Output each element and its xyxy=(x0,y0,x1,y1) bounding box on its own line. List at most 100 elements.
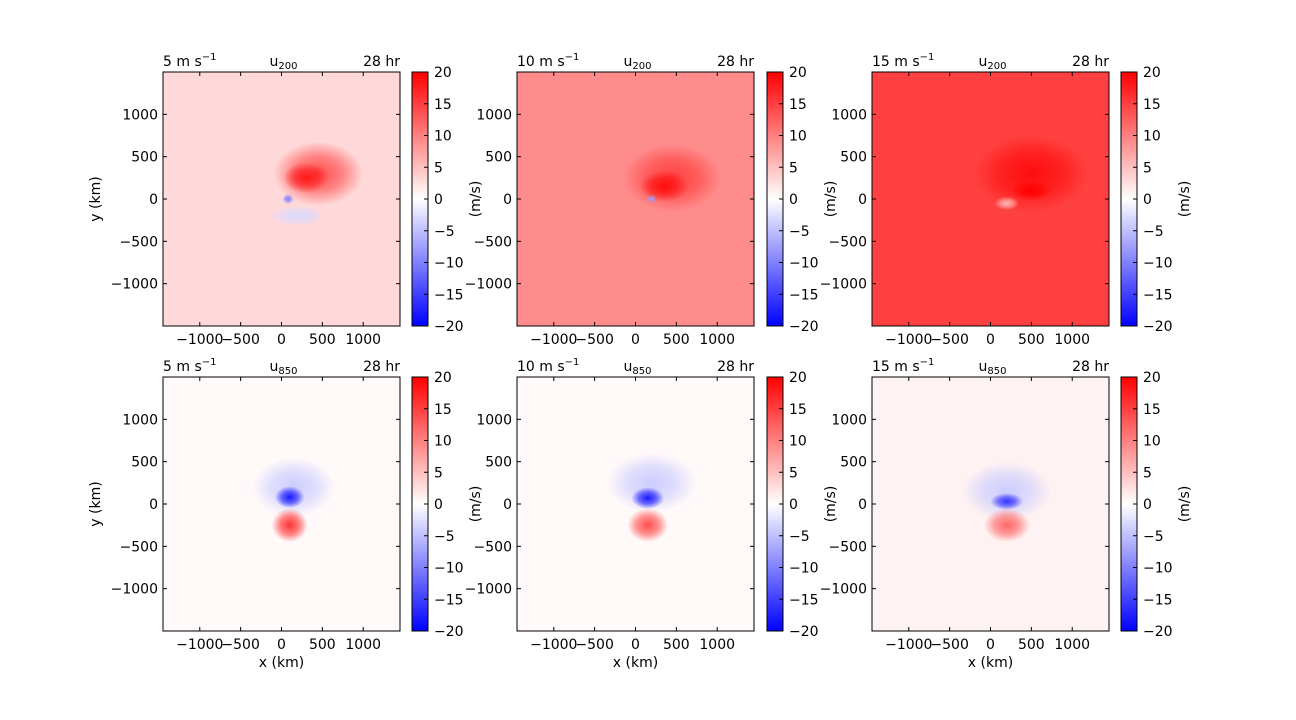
colorbar-tick-label: 5 xyxy=(434,465,443,481)
panel-title-subscript: 200 xyxy=(278,61,297,72)
colorbar-tick-label: 20 xyxy=(1143,65,1161,81)
y-tick-label: 500 xyxy=(485,455,512,471)
y-tick-label: 0 xyxy=(858,192,867,208)
colorbar-tick-label: −5 xyxy=(1143,224,1164,240)
colorbar-tick-label: 15 xyxy=(434,97,452,113)
y-tick-label: 0 xyxy=(503,497,512,513)
colorbar-tick-label: 10 xyxy=(1143,129,1161,145)
x-tick-label: 1000 xyxy=(1054,637,1090,653)
y-tick-label: 500 xyxy=(840,150,867,166)
x-tick-label: 500 xyxy=(309,637,336,653)
x-tick-label: 1000 xyxy=(345,637,381,653)
colorbar-tick-label: −20 xyxy=(1143,319,1173,335)
panel-title-left: 15 m s−1 xyxy=(872,52,934,70)
x-tick-label: 500 xyxy=(1018,637,1045,653)
y-axis-label: y (km) xyxy=(88,176,104,221)
panel-title-right: 28 hr xyxy=(363,54,400,70)
colorbar-tick-label: 20 xyxy=(1143,370,1161,386)
y-tick-label: 1000 xyxy=(831,107,867,123)
colorbar-tick-label: −5 xyxy=(434,224,455,240)
x-tick-label: −500 xyxy=(930,637,968,653)
x-tick-label: −1000 xyxy=(885,332,932,348)
x-tick-label: 500 xyxy=(663,332,690,348)
colorbar-tick-label: −5 xyxy=(789,529,810,545)
colorbar-tick-label: 0 xyxy=(789,497,798,513)
colorbar-tick-label: −15 xyxy=(434,287,464,303)
colorbar-tick-label: −20 xyxy=(1143,624,1173,640)
colorbar-tick-label: 0 xyxy=(1143,192,1152,208)
field-features xyxy=(961,461,1052,543)
y-tick-label: −1000 xyxy=(465,582,512,598)
colorbar-tick-label: 5 xyxy=(434,160,443,176)
y-tick-label: 1000 xyxy=(122,412,158,428)
x-tick-label: 1000 xyxy=(699,332,735,348)
x-tick-label: 0 xyxy=(631,332,640,348)
panel-title-center: u850 xyxy=(979,359,1007,377)
field-feature xyxy=(961,461,1052,521)
field-features xyxy=(974,135,1089,212)
colorbar-tick-label: 10 xyxy=(434,129,452,145)
y-tick-label: 500 xyxy=(485,150,512,166)
colorbar-tick-label: −5 xyxy=(1143,529,1164,545)
y-tick-label: −1000 xyxy=(820,277,867,293)
panel-title-left: 10 m s−1 xyxy=(517,52,579,70)
colorbar-tick-label: −20 xyxy=(789,319,819,335)
panel-title-left-exponent: −1 xyxy=(565,357,580,368)
x-tick-label: 0 xyxy=(277,637,286,653)
colorbar-tick-label: −15 xyxy=(1143,592,1173,608)
colorbar-tick-label: 5 xyxy=(789,465,798,481)
field-background xyxy=(163,72,400,326)
colorbar-tick-label: 10 xyxy=(434,434,452,450)
panel-title-right: 28 hr xyxy=(717,54,754,70)
colorbar-tick-label: −15 xyxy=(434,592,464,608)
colorbar-tick-label: −10 xyxy=(789,561,819,577)
colorbar-tick-label: 5 xyxy=(789,160,798,176)
y-tick-label: −500 xyxy=(829,234,867,250)
colorbar-tick-label: 15 xyxy=(1143,402,1161,418)
colorbar-tick-label: −10 xyxy=(1143,256,1173,272)
y-tick-label: 1000 xyxy=(831,412,867,428)
field-feature xyxy=(974,135,1089,212)
panel-title-subscript: 850 xyxy=(987,366,1006,377)
colorbar-tick-label: 0 xyxy=(789,192,798,208)
colorbar-tick-label: −10 xyxy=(434,561,464,577)
x-tick-label: −500 xyxy=(575,637,613,653)
colorbar-tick-label: 10 xyxy=(789,434,807,450)
field-feature xyxy=(983,508,1030,543)
panel-title-subscript: 850 xyxy=(278,366,297,377)
y-tick-label: −500 xyxy=(474,539,512,555)
field-feature xyxy=(627,508,669,543)
colorbar-tick-label: −10 xyxy=(1143,561,1173,577)
x-tick-label: −1000 xyxy=(530,637,577,653)
field-feature xyxy=(269,205,327,227)
colorbar-label: (m/s) xyxy=(1177,181,1193,218)
x-tick-label: −1000 xyxy=(176,637,223,653)
panel-title-right: 28 hr xyxy=(1072,54,1109,70)
panel-title-left: 5 m s−1 xyxy=(163,52,217,70)
y-tick-label: −500 xyxy=(474,234,512,250)
x-tick-label: −500 xyxy=(930,332,968,348)
panel-title-subscript: 200 xyxy=(632,61,651,72)
x-tick-label: −500 xyxy=(221,637,259,653)
y-tick-label: −1000 xyxy=(111,582,158,598)
y-axis-label: y (km) xyxy=(88,481,104,526)
y-tick-label: 500 xyxy=(840,455,867,471)
field-features xyxy=(623,143,722,212)
field-feature xyxy=(1010,180,1052,201)
y-tick-label: 0 xyxy=(149,192,158,208)
colorbar-tick-label: −10 xyxy=(789,256,819,272)
colorbar-label: (m/s) xyxy=(468,486,484,523)
x-tick-label: 1000 xyxy=(1054,332,1090,348)
x-tick-label: 1000 xyxy=(345,332,381,348)
field-feature xyxy=(274,486,305,509)
colorbar-label: (m/s) xyxy=(1177,486,1193,523)
x-axis-label: x (km) xyxy=(968,655,1013,671)
colorbar-tick-label: 15 xyxy=(1143,97,1161,113)
y-tick-label: −500 xyxy=(120,234,158,250)
panel-title-left: 10 m s−1 xyxy=(517,357,579,375)
